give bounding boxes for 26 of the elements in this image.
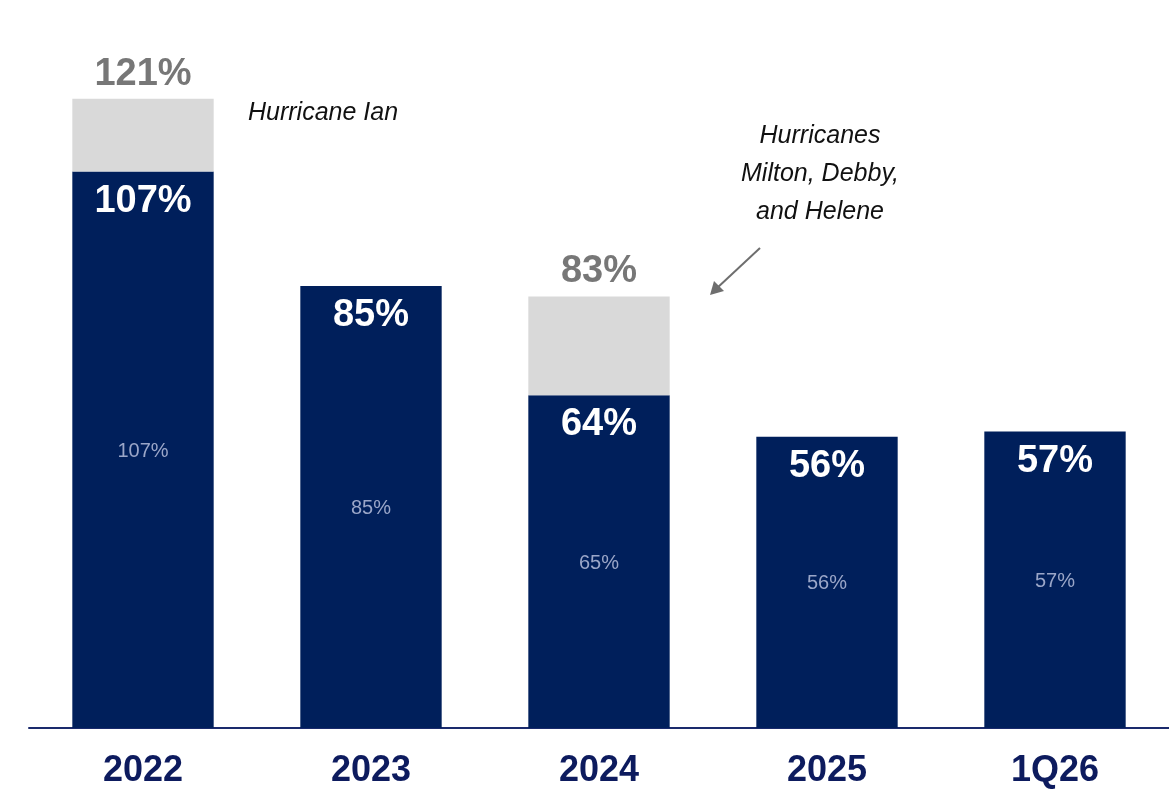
bar (528, 395, 670, 728)
bar (528, 296, 670, 396)
x-tick-label: 1Q26 (1010, 747, 1100, 789)
bar (756, 436, 898, 728)
x-tick-label: 2022 (102, 747, 184, 789)
annotation: 85% (350, 496, 392, 518)
annotation: 65% (578, 550, 620, 573)
bar (984, 431, 1126, 728)
bar (300, 286, 442, 728)
data-label: 64% (560, 401, 638, 444)
total-label: 121% (94, 50, 192, 93)
data-label: 56% (788, 442, 866, 485)
annotation: 57% (1034, 568, 1076, 591)
annotation: Hurricane Ian (248, 97, 399, 125)
data-label: 57% (1016, 437, 1094, 480)
data-label: 107% (94, 177, 192, 220)
bar (72, 98, 214, 172)
x-tick-label: 2025 (786, 747, 868, 789)
annotation: 56% (806, 571, 848, 594)
data-label: 85% (332, 292, 410, 334)
annotation: Hurricanes Milton, Debby, and Helene (741, 120, 899, 224)
annotation: 107% (117, 438, 169, 461)
bar (72, 171, 214, 728)
total-label: 83% (560, 248, 638, 291)
x-tick-label: 2023 (330, 747, 412, 789)
x-tick-label: 2024 (558, 747, 640, 789)
